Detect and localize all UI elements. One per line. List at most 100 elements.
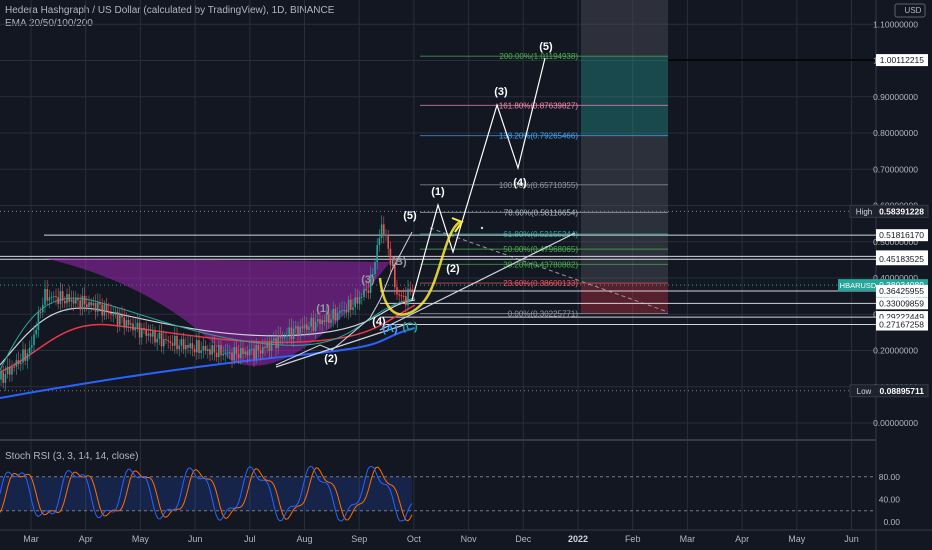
candle-body: [101, 304, 103, 316]
x-tick-label: Jun: [844, 534, 859, 544]
candle-body: [312, 317, 315, 332]
candle-body: [385, 234, 387, 236]
candle-body: [231, 352, 233, 361]
candle-body: [64, 300, 66, 304]
candle-body: [405, 295, 407, 306]
candle-body: [145, 329, 147, 336]
support-trendline: [275, 322, 411, 368]
wave-label: (B): [391, 256, 407, 268]
x-tick-label: Sep: [351, 534, 367, 544]
wave-label: (1): [431, 186, 445, 198]
candle-body: [372, 274, 374, 276]
x-tick-label: Feb: [625, 534, 641, 544]
candle-body: [237, 353, 240, 359]
y-tick-label: 0.80000000: [873, 128, 918, 138]
candle-body: [189, 343, 191, 348]
candle-body: [374, 262, 376, 275]
candle-body: [132, 323, 134, 331]
candle-body: [345, 310, 348, 313]
candle-body: [134, 327, 136, 331]
candle-body: [369, 274, 372, 293]
candle-body: [332, 308, 334, 320]
candle-body: [160, 332, 163, 347]
price-badge-value: 1.00112215: [880, 55, 925, 65]
candle-body: [204, 345, 207, 351]
candle-body: [116, 311, 119, 326]
price-badge-label: High: [856, 207, 872, 216]
projection-zone-mid: [581, 135, 668, 284]
candle-body: [61, 291, 64, 301]
wave-path-past: [275, 231, 413, 366]
candle-body: [303, 324, 306, 329]
wave-label: (5): [539, 41, 553, 53]
candle-body: [156, 338, 158, 343]
x-tick-label: May: [132, 534, 150, 544]
candle-body: [119, 315, 121, 326]
price-badge: [876, 284, 928, 297]
stoch-tick-label: 40.00: [879, 494, 901, 504]
candle-body: [182, 339, 185, 350]
candle-body: [356, 297, 359, 304]
price-badge: [876, 297, 928, 310]
price-badge-value: 0.08895711: [880, 386, 925, 396]
candle-body: [143, 328, 145, 330]
candle-body: [398, 294, 400, 296]
candle-body: [411, 289, 414, 293]
candle-body: [108, 311, 110, 314]
candle-body: [233, 347, 235, 361]
price-badge: [876, 253, 928, 266]
candle-body: [196, 340, 198, 353]
currency-label: USD: [905, 6, 922, 15]
price-badge-value: 0.45183525: [879, 254, 924, 264]
candle-body: [275, 338, 277, 349]
candle-body: [26, 353, 29, 361]
candle-body: [257, 344, 260, 351]
candle-body: [262, 346, 264, 354]
wave-label: (4): [513, 177, 527, 189]
candle-body: [240, 347, 242, 359]
candle-body: [402, 295, 405, 297]
price-badge-value: 0.27167258: [879, 320, 924, 330]
candle-body: [167, 340, 169, 342]
candle-body: [97, 302, 99, 312]
candle-body: [15, 360, 18, 367]
currency-box: [894, 3, 926, 18]
candle-body: [2, 371, 4, 383]
candle-body: [20, 362, 22, 365]
candle-body: [193, 348, 196, 353]
candle-body: [50, 296, 53, 298]
price-badge-value: 0.29222449: [879, 312, 924, 322]
projection-zone-target: [581, 56, 668, 136]
x-tick-label: Oct: [407, 534, 422, 544]
candle-body: [284, 336, 286, 338]
candle-body: [328, 313, 330, 323]
candle-body: [310, 317, 312, 327]
candle-body: [290, 327, 293, 340]
candle-body: [213, 345, 216, 353]
candle-body: [37, 311, 40, 330]
breakout-trendline: [379, 232, 576, 331]
candle-body: [59, 291, 62, 304]
wave-curve-arrowhead: [451, 217, 464, 233]
candle-body: [44, 288, 46, 305]
candle-body: [138, 322, 141, 338]
y-tick-label: 0.00000000: [873, 418, 918, 428]
candle-body: [319, 319, 321, 325]
candle-body: [264, 346, 266, 348]
candle-body: [53, 296, 55, 298]
candle-body: [407, 288, 409, 306]
candle-body: [292, 328, 295, 340]
candle-body: [409, 288, 411, 290]
candle-body: [209, 349, 211, 355]
y-tick-label: 0.50000000: [873, 237, 918, 247]
candle-body: [125, 319, 128, 328]
candle-body: [367, 290, 370, 293]
x-tick-label: Jun: [188, 534, 203, 544]
candle-body: [363, 288, 365, 297]
candle-body: [55, 296, 57, 298]
price-badge: [876, 54, 928, 67]
candle-body: [105, 304, 108, 312]
x-tick-label: Aug: [296, 534, 312, 544]
candle-body: [270, 340, 273, 351]
